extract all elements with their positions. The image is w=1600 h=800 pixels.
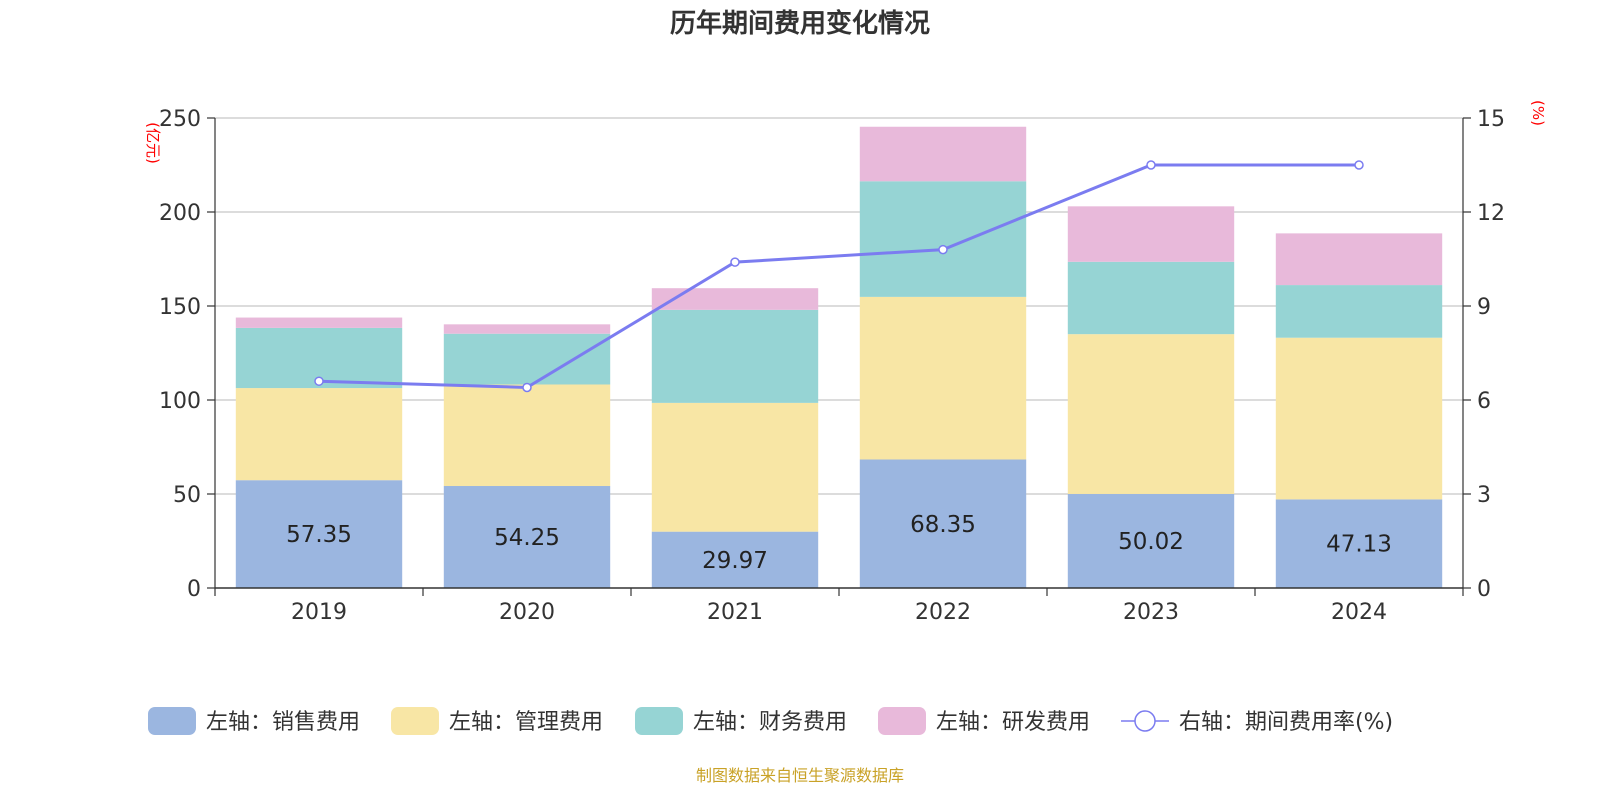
bar-value-label: 47.13 [1326,532,1392,558]
x-tick-label: 2024 [1331,600,1387,625]
bar-value-label: 50.02 [1118,529,1184,555]
right-tick-label: 15 [1477,107,1505,132]
legend-marker [1134,710,1156,732]
bar-segment [443,384,611,487]
bar-value-label: 54.25 [494,525,560,551]
left-tick-label: 250 [159,107,201,132]
right-tick-label: 9 [1477,295,1491,320]
x-tick-label: 2021 [707,600,763,625]
right-axis-unit: (%) [1529,100,1547,126]
legend-label: 右轴：期间费用率(%) [1179,710,1393,735]
left-tick-label: 0 [187,577,201,602]
left-tick-label: 50 [173,483,201,508]
bar-segment [1067,493,1235,588]
bar-segment [859,181,1027,297]
bar-segment [1067,261,1235,335]
bar-segment [235,317,403,328]
bar-segment [443,324,611,334]
left-tick-label: 200 [159,201,201,226]
bar-value-label: 29.97 [702,548,768,574]
legend-label: 左轴：研发费用 [936,710,1090,735]
bar-segment [651,531,819,588]
rate-line-point [1146,160,1156,170]
bar-segment [651,402,819,532]
legend-swatch [635,707,683,735]
legend-label: 左轴：财务费用 [693,710,847,735]
bar-segment [859,296,1027,460]
left-tick-label: 150 [159,295,201,320]
rate-line-point [1354,160,1364,170]
bar-segment [1275,337,1443,500]
rate-line-point [938,244,948,255]
bar-segment [859,126,1027,182]
gridlines [215,117,1463,495]
bar-segment [1067,334,1235,494]
right-tick-label: 0 [1477,577,1491,602]
source-note: 制图数据来自恒生聚源数据库 [696,766,904,785]
axes: 0 50 100 150 200 250 0 3 6 9 12 15 2019 2020 2021 2022 2… [159,107,1505,625]
x-tick-label: 2019 [291,600,347,625]
bar-segment [235,480,403,588]
bar-segment [1275,233,1443,286]
right-tick-label: 12 [1477,201,1505,226]
bar-segment [859,459,1027,588]
legend: 左轴：销售费用 左轴：管理费用 左轴：财务费用 左轴：研发费用 右轴：期间费用率(%) [148,707,1393,735]
left-axis-unit: (亿元) [144,122,162,164]
legend-swatch [391,707,439,735]
left-tick-label: 100 [159,389,201,414]
bar-value-label: 68.35 [910,512,976,538]
bar-segment [443,486,611,588]
bar-segment [1275,285,1443,338]
rate-line [314,160,1364,393]
legend-label: 左轴：管理费用 [449,710,603,735]
legend-swatch [878,707,926,735]
x-tick-label: 2023 [1123,600,1179,625]
bars: 57.35 54.25 29.97 68.35 50.02 47.13 [235,126,1443,588]
rate-line-point [522,382,532,393]
bar-segment [443,333,611,385]
legend-label: 左轴：销售费用 [206,710,360,735]
bar-segment [1275,499,1443,588]
bar-segment [651,288,819,310]
x-tick-label: 2020 [499,600,555,625]
x-tick-label: 2022 [915,600,971,625]
bar-segment [1067,206,1235,262]
right-tick-label: 3 [1477,483,1491,508]
bar-value-label: 57.35 [286,522,352,548]
legend-swatch [148,707,196,735]
bar-segment [651,309,819,403]
rate-line-path [318,163,1359,389]
chart-title: 历年期间费用变化情况 [670,8,930,39]
bar-segment [235,388,403,481]
rate-line-point [730,257,740,267]
right-tick-label: 6 [1477,389,1491,414]
rate-line-point [314,376,324,386]
